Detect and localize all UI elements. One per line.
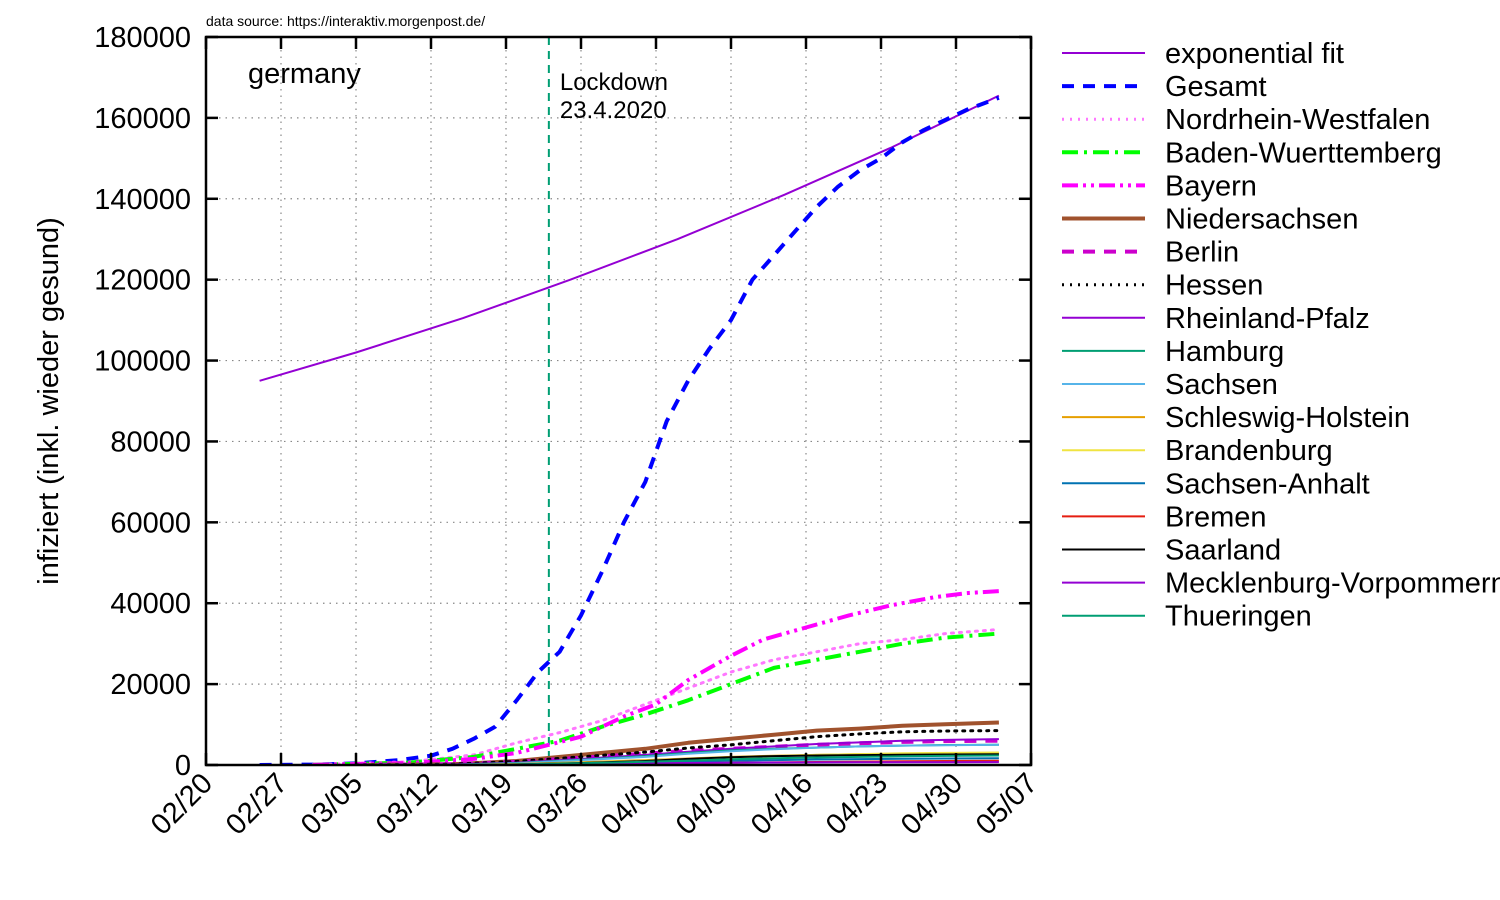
country-label: germany bbox=[248, 58, 361, 90]
x-tick-label: 04/09 bbox=[670, 767, 744, 841]
series-line-nordrhein-westfalen bbox=[311, 628, 1001, 765]
y-tick-label: 160000 bbox=[94, 103, 191, 135]
legend-label-bremen: Bremen bbox=[1165, 501, 1267, 533]
legend-label-sachsen-anhalt: Sachsen-Anhalt bbox=[1165, 468, 1370, 500]
legend: exponential fitGesamtNordrhein-Westfalen… bbox=[1062, 38, 1500, 633]
legend-label-baden-wuerttemberg: Baden-Wuerttemberg bbox=[1165, 137, 1442, 169]
series-line-hessen bbox=[354, 729, 1001, 765]
series-line-baden-wuerttemberg bbox=[313, 631, 1000, 765]
legend-label-niedersachsen: Niedersachsen bbox=[1165, 204, 1358, 236]
x-tick-label: 04/16 bbox=[745, 767, 819, 841]
legend-label-mecklenburg-vorpommern: Mecklenburg-Vorpommern bbox=[1165, 568, 1500, 600]
legend-label-hessen: Hessen bbox=[1165, 270, 1263, 302]
grid bbox=[206, 37, 1031, 765]
legend-label-schleswig-holstein: Schleswig-Holstein bbox=[1165, 402, 1410, 434]
series-line-berlin bbox=[355, 738, 999, 765]
y-tick-label: 40000 bbox=[110, 588, 191, 620]
x-tick-label: 03/26 bbox=[520, 767, 594, 841]
legend-label-thueringen: Thueringen bbox=[1165, 601, 1312, 633]
legend-label-brandenburg: Brandenburg bbox=[1165, 435, 1333, 467]
legend-label-berlin: Berlin bbox=[1165, 237, 1239, 269]
y-tick-label: 120000 bbox=[94, 265, 191, 297]
series-line-bayern bbox=[313, 589, 1000, 765]
series-lines bbox=[259, 94, 1001, 765]
y-tick-label: 0 bbox=[175, 750, 191, 782]
legend-label-sachsen: Sachsen bbox=[1165, 369, 1278, 401]
y-axis-label: infiziert (inkl. wieder gesund) bbox=[33, 217, 65, 584]
x-tick-label: 04/30 bbox=[895, 767, 969, 841]
x-tick-label: 03/12 bbox=[370, 767, 444, 841]
y-tick-label: 100000 bbox=[94, 346, 191, 378]
lockdown-label: Lockdown bbox=[560, 69, 668, 96]
legend-label-nordrhein-westfalen: Nordrhein-Westfalen bbox=[1165, 104, 1430, 136]
legend-label-rheinland-pfalz: Rheinland-Pfalz bbox=[1165, 303, 1370, 335]
legend-label-hamburg: Hamburg bbox=[1165, 336, 1284, 368]
legend-label-saarland: Saarland bbox=[1165, 535, 1281, 567]
lockdown-label: 23.4.2020 bbox=[560, 97, 667, 124]
x-tick-label: 02/27 bbox=[220, 767, 294, 841]
y-tick-label: 20000 bbox=[110, 669, 191, 701]
y-tick-label: 180000 bbox=[94, 22, 191, 54]
data-source-note: data source: https://interaktiv.morgenpo… bbox=[206, 13, 485, 29]
x-tick-label: 03/05 bbox=[295, 767, 369, 841]
x-tick-label: 05/07 bbox=[970, 767, 1044, 841]
y-tick-label: 140000 bbox=[94, 184, 191, 216]
legend-label-bayern: Bayern bbox=[1165, 170, 1257, 202]
y-tick-label: 80000 bbox=[110, 426, 191, 458]
series-line-gesamt bbox=[259, 95, 1000, 765]
plot-frame bbox=[204, 35, 1033, 767]
x-tick-label: 03/19 bbox=[445, 767, 519, 841]
legend-label-exponential-fit: exponential fit bbox=[1165, 38, 1344, 70]
y-tick-label: 60000 bbox=[110, 507, 191, 539]
series-line-exponential-fit bbox=[259, 94, 1000, 382]
x-tick-label: 04/02 bbox=[595, 767, 669, 841]
axes: 0 20000 40000 60000 80000 100000 120000 140000 1… bbox=[94, 22, 1044, 841]
x-tick-label: 04/23 bbox=[820, 767, 894, 841]
legend-label-gesamt: Gesamt bbox=[1165, 71, 1267, 103]
